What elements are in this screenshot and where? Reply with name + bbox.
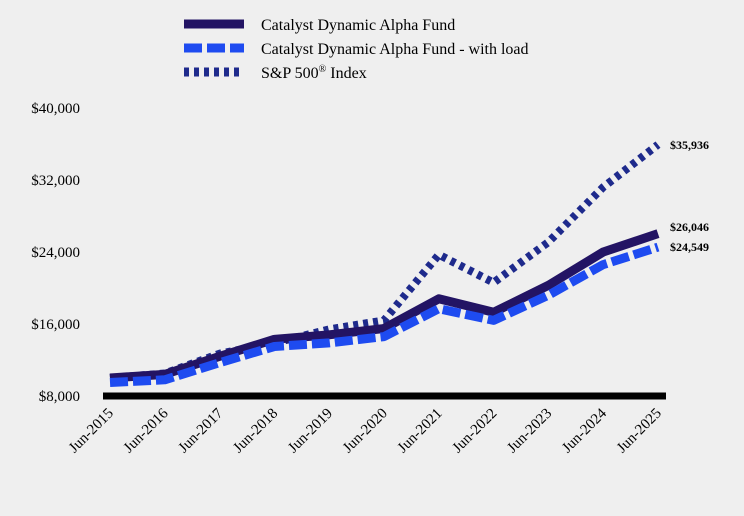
x-tick-label: Jun-2024 bbox=[559, 405, 610, 456]
end-value-label: $26,046 bbox=[670, 220, 709, 234]
legend-label-fund-with-load: Catalyst Dynamic Alpha Fund - with load bbox=[261, 41, 529, 58]
x-tick-label: Jun-2016 bbox=[121, 405, 172, 456]
series-layer bbox=[109, 141, 661, 387]
legend: Catalyst Dynamic Alpha Fund Catalyst Dyn… bbox=[184, 17, 529, 82]
x-tick-label: Jun-2019 bbox=[285, 406, 336, 457]
x-tick-label: Jun-2023 bbox=[504, 406, 555, 457]
y-axis: $8,000 $16,000 $24,000 $32,000 $40,000 bbox=[31, 101, 80, 405]
series-line-dashed bbox=[109, 242, 660, 387]
y-tick-label: $24,000 bbox=[31, 245, 80, 261]
end-value-label: $24,549 bbox=[670, 240, 709, 254]
x-tick-label: Jun-2020 bbox=[340, 406, 391, 457]
x-tick-label: Jun-2025 bbox=[614, 406, 665, 457]
series-line-solid bbox=[109, 229, 660, 383]
legend-label-sp500: S&P 500® Index bbox=[261, 64, 367, 82]
y-tick-label: $8,000 bbox=[39, 389, 80, 405]
x-tick-label: Jun-2021 bbox=[395, 406, 446, 457]
end-value-label: $35,936 bbox=[670, 138, 709, 152]
legend-label-fund: Catalyst Dynamic Alpha Fund bbox=[261, 17, 455, 34]
x-tick-label: Jun-2015 bbox=[66, 406, 117, 457]
x-tick-label: Jun-2022 bbox=[450, 406, 501, 457]
x-tick-label: Jun-2017 bbox=[176, 405, 227, 456]
legend-item-fund-with-load: Catalyst Dynamic Alpha Fund - with load bbox=[184, 41, 529, 58]
y-tick-label: $40,000 bbox=[31, 101, 80, 117]
legend-item-sp500: S&P 500® Index bbox=[184, 64, 367, 82]
y-tick-label: $16,000 bbox=[31, 317, 80, 333]
end-labels: $26,046 $24,549 $35,936 bbox=[670, 138, 709, 254]
x-tick-label: Jun-2018 bbox=[230, 406, 281, 457]
series-line-dotted bbox=[109, 141, 661, 382]
legend-item-fund: Catalyst Dynamic Alpha Fund bbox=[184, 17, 455, 34]
x-axis: Jun-2015 Jun-2016 Jun-2017 Jun-2018 Jun-2019… bbox=[66, 392, 666, 457]
y-tick-label: $32,000 bbox=[31, 173, 80, 189]
